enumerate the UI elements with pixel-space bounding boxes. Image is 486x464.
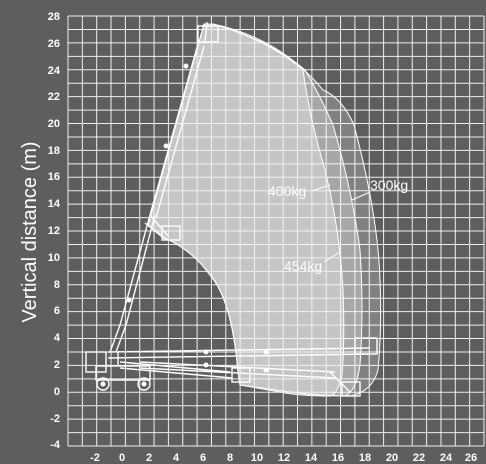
x-tick-12: 12 — [278, 452, 290, 464]
y-tick-26: 26 — [48, 38, 60, 50]
x-tick-16: 16 — [332, 452, 344, 464]
leader-400kg — [311, 184, 331, 192]
leader-300kg — [351, 191, 371, 201]
y-tick-20: 20 — [48, 118, 60, 130]
x-tick-14: 14 — [305, 452, 318, 464]
x-tick-10: 10 — [251, 452, 263, 464]
x-tick-22: 22 — [413, 452, 425, 464]
y-tick-18: 18 — [48, 145, 60, 157]
y-tick-14: 14 — [48, 198, 61, 210]
y-tick-24: 24 — [48, 65, 61, 77]
label-400kg: 400kg — [268, 183, 306, 199]
load-labels: 400kg 300kg 454kg — [268, 177, 408, 274]
x-tick-24: 24 — [440, 452, 453, 464]
y-tick-0: 0 — [54, 386, 60, 398]
y-tick-4: 4 — [54, 332, 61, 344]
y-tick-2: 2 — [54, 359, 60, 371]
leader-454kg — [323, 251, 341, 263]
x-tick-4: 4 — [173, 452, 180, 464]
x-tick-neg2: -2 — [90, 452, 100, 464]
y-tick-28: 28 — [48, 11, 60, 23]
y-tick-labels: 28 26 24 22 20 18 16 14 12 10 8 6 4 2 0 … — [48, 11, 61, 451]
y-tick-16: 16 — [48, 171, 60, 183]
x-tick-0: 0 — [119, 452, 125, 464]
y-tick-neg2: -2 — [50, 413, 60, 425]
label-454kg: 454kg — [284, 258, 322, 274]
x-tick-labels: -2 0 2 4 6 8 10 12 14 16 18 20 22 24 26 — [90, 452, 477, 464]
x-tick-2: 2 — [146, 452, 152, 464]
y-tick-8: 8 — [54, 279, 60, 291]
x-tick-6: 6 — [200, 452, 206, 464]
y-tick-neg4: -4 — [50, 439, 61, 451]
x-tick-26: 26 — [465, 452, 477, 464]
y-tick-6: 6 — [54, 305, 60, 317]
x-tick-20: 20 — [386, 452, 398, 464]
x-tick-18: 18 — [359, 452, 371, 464]
y-tick-12: 12 — [48, 225, 60, 237]
label-300kg: 300kg — [370, 177, 408, 193]
boom-horizontal-position — [107, 337, 378, 397]
x-tick-8: 8 — [227, 452, 233, 464]
y-axis-label: Vertical distance (m) — [19, 141, 41, 322]
boom-upper-position — [109, 21, 219, 353]
y-tick-10: 10 — [48, 252, 60, 264]
y-tick-22: 22 — [48, 91, 60, 103]
envelope-454kg — [147, 23, 345, 397]
machine-chassis — [85, 351, 151, 391]
